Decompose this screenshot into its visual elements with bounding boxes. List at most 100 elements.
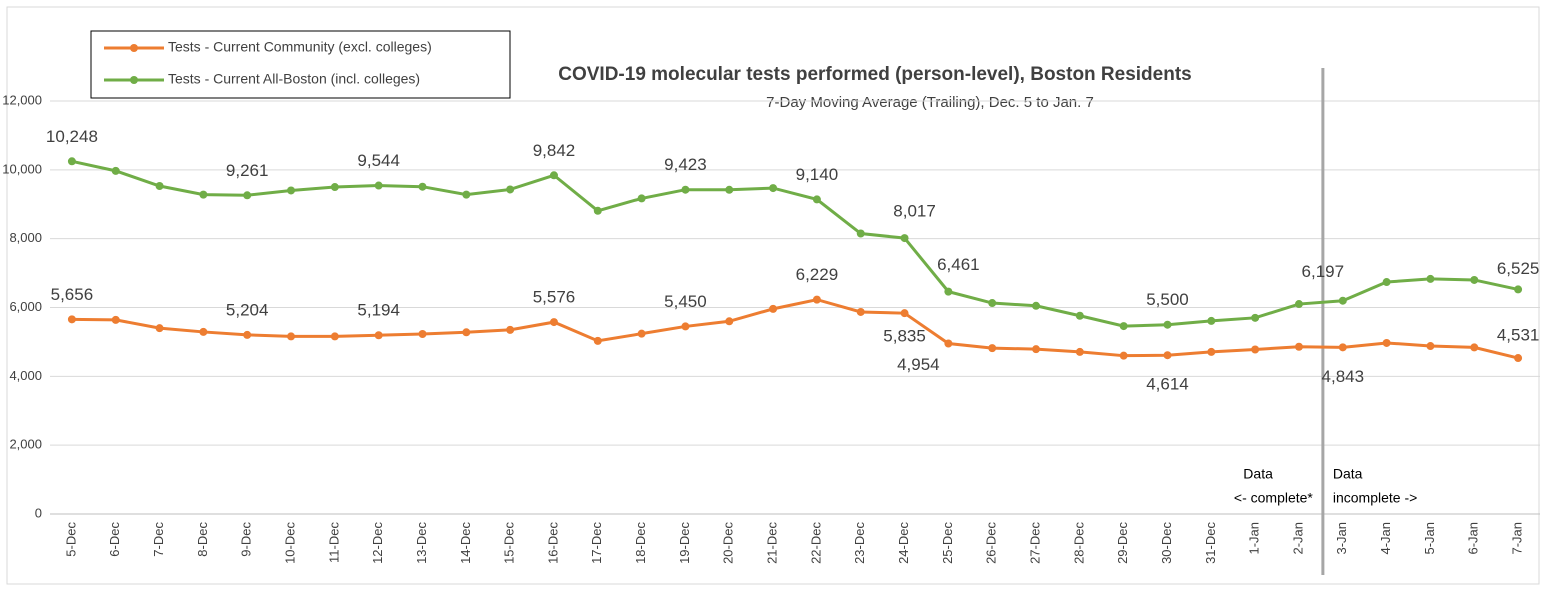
- point: [988, 344, 997, 353]
- point: [1163, 351, 1172, 360]
- y-tick-label: 8,000: [9, 230, 42, 245]
- point: [374, 181, 383, 190]
- data-label: 6,461: [937, 255, 980, 274]
- point: [506, 185, 515, 194]
- annotation: Data: [1243, 466, 1273, 482]
- point: [1207, 316, 1216, 325]
- data-label: 6,197: [1302, 262, 1345, 281]
- x-tick-label: 23-Dec: [852, 522, 867, 564]
- data-label: 5,450: [664, 292, 707, 311]
- data-label: 5,835: [883, 327, 926, 346]
- point: [944, 339, 953, 348]
- x-tick-label: 27-Dec: [1027, 522, 1042, 564]
- y-tick-label: 4,000: [9, 368, 42, 383]
- x-tick-label: 20-Dec: [721, 522, 736, 564]
- x-tick-label: 9-Dec: [239, 522, 254, 557]
- point: [462, 328, 471, 337]
- x-tick-label: 6-Jan: [1466, 522, 1481, 555]
- point: [812, 195, 821, 204]
- point: [330, 332, 339, 341]
- data-label: 4,843: [1322, 367, 1365, 386]
- point: [593, 206, 602, 215]
- x-tick-label: 5-Jan: [1422, 522, 1437, 555]
- point: [593, 336, 602, 345]
- point: [1426, 274, 1435, 283]
- series-line: [71, 298, 1519, 360]
- point: [1163, 320, 1172, 329]
- data-label: 5,576: [533, 288, 576, 307]
- chart-subtitle: 7-Day Moving Average (Trailing), Dec. 5 …: [766, 94, 1094, 111]
- y-tick-label: 2,000: [9, 437, 42, 452]
- data-label: 5,194: [357, 301, 400, 320]
- x-tick-label: 6-Dec: [107, 522, 122, 557]
- annotation: <- complete*: [1234, 490, 1314, 506]
- x-tick-label: 10-Dec: [282, 522, 297, 564]
- point: [418, 182, 427, 191]
- point: [506, 325, 515, 334]
- y-tick-label: 0: [35, 505, 42, 520]
- point: [111, 166, 120, 175]
- x-tick-label: 26-Dec: [984, 522, 999, 564]
- point: [418, 330, 427, 339]
- x-tick-label: 19-Dec: [677, 522, 692, 564]
- point: [243, 330, 252, 339]
- chart-frame: [6, 6, 1540, 585]
- point: [769, 184, 778, 193]
- point: [1207, 347, 1216, 356]
- x-tick-label: 7-Jan: [1510, 522, 1525, 555]
- data-label: 4,531: [1497, 326, 1540, 345]
- point: [1294, 342, 1303, 351]
- point: [1470, 343, 1479, 352]
- x-tick-label: 29-Dec: [1115, 522, 1130, 564]
- x-tick-label: 8-Dec: [195, 522, 210, 557]
- data-label: 6,525: [1497, 259, 1540, 278]
- data-label: 5,500: [1146, 290, 1189, 309]
- point: [1514, 354, 1523, 363]
- data-label: 5,204: [226, 300, 269, 319]
- point: [812, 295, 821, 304]
- point: [856, 307, 865, 316]
- data-label: 6,229: [796, 265, 839, 284]
- x-tick-label: 25-Dec: [940, 522, 955, 564]
- x-tick-label: 14-Dec: [458, 522, 473, 564]
- point: [549, 318, 558, 327]
- annotation: Data: [1333, 466, 1363, 482]
- point: [462, 190, 471, 199]
- point: [287, 186, 296, 195]
- point: [1338, 343, 1347, 352]
- point: [67, 315, 76, 324]
- data-label: 4,614: [1146, 375, 1189, 394]
- x-tick-label: 28-Dec: [1071, 522, 1086, 564]
- point: [1514, 285, 1523, 294]
- point: [287, 332, 296, 341]
- x-tick-label: 12-Dec: [370, 522, 385, 564]
- point: [681, 322, 690, 331]
- y-tick-label: 6,000: [9, 299, 42, 314]
- point: [637, 329, 646, 338]
- point: [1075, 347, 1084, 356]
- y-tick-label: 10,000: [2, 161, 42, 176]
- point: [243, 191, 252, 200]
- point: [769, 304, 778, 313]
- point: [155, 324, 164, 333]
- point: [67, 157, 76, 166]
- x-tick-label: 18-Dec: [633, 522, 648, 564]
- point: [111, 315, 120, 324]
- point: [681, 185, 690, 194]
- point: [1032, 301, 1041, 310]
- y-tick-label: 12,000: [2, 92, 42, 107]
- x-tick-label: 16-Dec: [545, 522, 560, 564]
- x-tick-label: 2-Jan: [1290, 522, 1305, 555]
- x-tick-label: 5-Dec: [63, 522, 78, 557]
- point: [1382, 338, 1391, 347]
- point: [1032, 345, 1041, 354]
- chart-title: COVID-19 molecular tests performed (pers…: [558, 64, 1192, 85]
- x-tick-label: 31-Dec: [1203, 522, 1218, 564]
- data-label: 5,656: [51, 285, 94, 304]
- point: [330, 183, 339, 192]
- x-tick-label: 4-Jan: [1378, 522, 1393, 555]
- point: [1251, 313, 1260, 322]
- data-label: 4,954: [897, 355, 940, 374]
- point: [725, 185, 734, 194]
